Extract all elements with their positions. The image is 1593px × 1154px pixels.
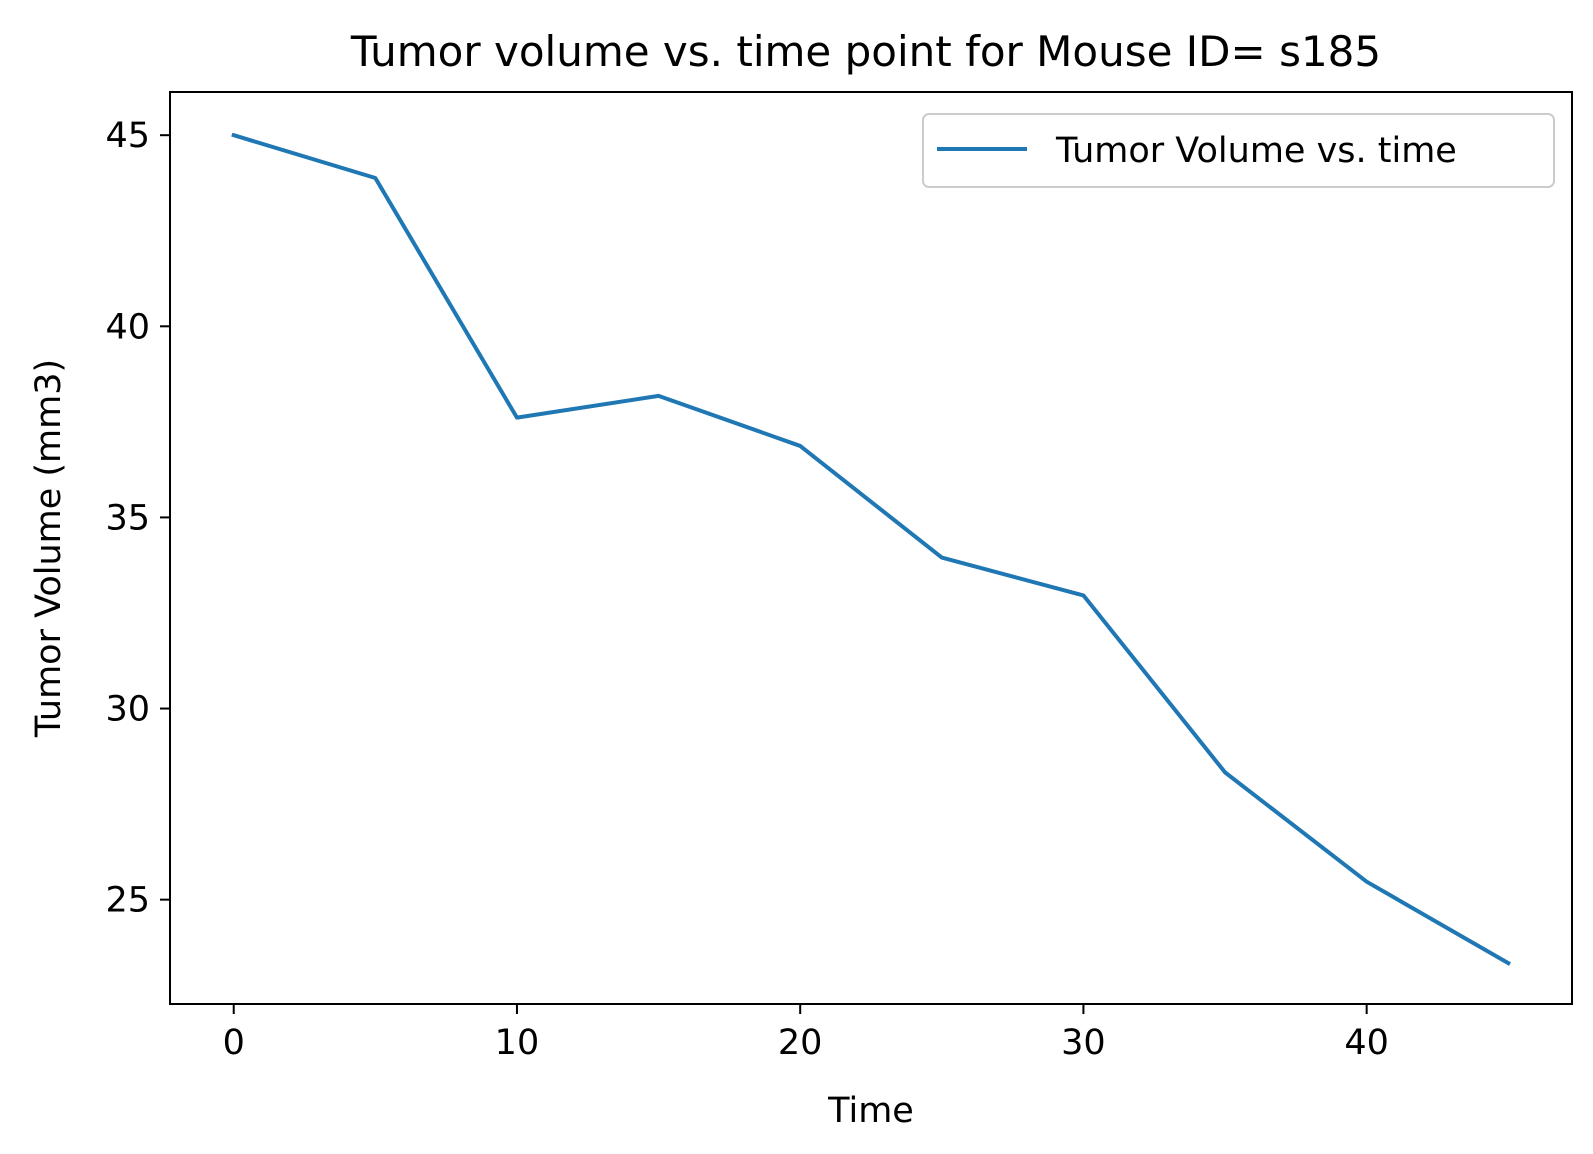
- x-tick-label: 30: [1061, 1023, 1106, 1063]
- legend: Tumor Volume vs. time: [922, 113, 1555, 188]
- y-tick-label: 40: [105, 307, 150, 347]
- plot-area: [169, 91, 1573, 1005]
- series-line: [231, 132, 1512, 966]
- x-tick-label: 0: [223, 1023, 245, 1063]
- legend-box: [922, 113, 1555, 188]
- x-axis-label: Time: [827, 1091, 914, 1131]
- legend-label: Tumor Volume vs. time: [1055, 131, 1457, 171]
- x-tick-label: 40: [1344, 1023, 1389, 1063]
- y-tick-label: 35: [105, 498, 150, 538]
- y-tick-label: 25: [105, 881, 150, 921]
- chart-title: Tumor volume vs. time point for Mouse ID…: [350, 27, 1381, 76]
- y-axis-ticks: 25 30 35 40 45: [105, 116, 170, 921]
- series-layer: [231, 132, 1512, 966]
- y-tick-label: 45: [105, 116, 150, 156]
- y-axis-label: Tumor Volume (mm3): [29, 359, 69, 738]
- x-tick-label: 20: [778, 1023, 823, 1063]
- plot-frame: [169, 91, 1573, 1005]
- x-axis-ticks: 0 10 20 30 40: [223, 1004, 1389, 1063]
- x-tick-label: 10: [495, 1023, 540, 1063]
- y-tick-label: 30: [105, 690, 150, 730]
